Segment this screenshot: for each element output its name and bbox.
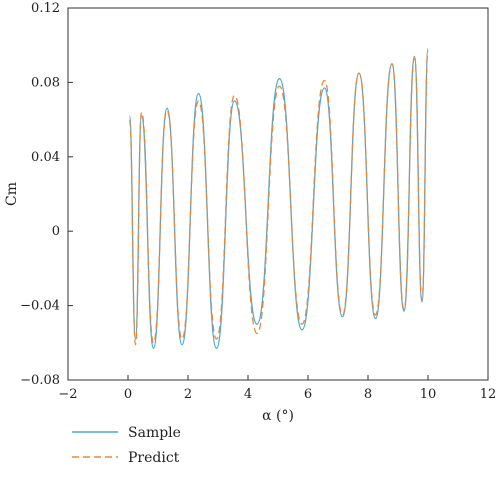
- x-tick-label: 8: [364, 387, 372, 402]
- plot-frame: [67, 7, 489, 381]
- x-axis: −2 0 2 4 6 8 10 12: [58, 375, 496, 402]
- y-axis: −0.08 −0.04 0 0.04 0.08 0.12: [20, 1, 73, 388]
- x-tick-label: 2: [184, 387, 192, 402]
- legend-label-predict: Predict: [128, 450, 180, 466]
- x-tick-label: 12: [480, 387, 497, 402]
- x-tick-label: 10: [420, 387, 437, 402]
- x-tick-label: 6: [304, 387, 312, 402]
- x-tick-label: 0: [124, 387, 132, 402]
- x-axis-label: α (°): [262, 408, 294, 424]
- y-axis-label: Cm: [4, 182, 20, 206]
- series-layer: [128, 48, 429, 350]
- y-tick-label: 0: [52, 224, 60, 239]
- x-tick-label: 4: [244, 387, 252, 402]
- y-tick-label: 0.04: [31, 150, 60, 165]
- x-tick-label: −2: [58, 387, 77, 402]
- legend: Sample Predict: [72, 425, 181, 466]
- y-tick-label: 0.12: [31, 1, 60, 16]
- y-tick-label: 0.08: [31, 75, 60, 90]
- y-tick-label: −0.08: [20, 373, 60, 388]
- legend-label-sample: Sample: [128, 425, 181, 441]
- plot-area: [67, 7, 489, 381]
- y-tick-label: −0.04: [20, 299, 60, 314]
- series-line-predict: [128, 50, 429, 346]
